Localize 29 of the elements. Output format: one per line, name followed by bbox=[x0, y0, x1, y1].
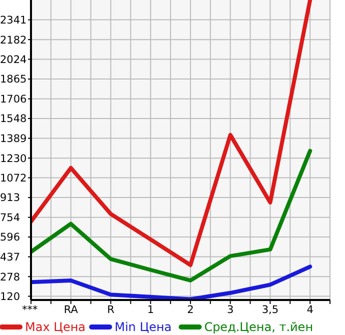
y-tick-label: 2024 bbox=[0, 54, 28, 66]
x-tick-label: R bbox=[107, 304, 114, 316]
line-series bbox=[31, 264, 312, 300]
x-tick-label: *** bbox=[22, 304, 38, 316]
y-tick-label: 2341 bbox=[0, 14, 27, 26]
x-tick-label: 2 bbox=[187, 304, 194, 316]
y-tick-label: 1706 bbox=[0, 94, 28, 106]
line-series bbox=[31, 148, 312, 282]
x-tick-label: 1 bbox=[147, 304, 154, 316]
x-tick-label: 3 bbox=[226, 304, 234, 316]
legend-label: Max Цена bbox=[25, 320, 86, 334]
y-tick-label: 120 bbox=[0, 290, 20, 303]
x-tick-label: 3,5 bbox=[262, 304, 279, 316]
y-tick-label: 1389 bbox=[0, 132, 27, 145]
y-tick-label: 596 bbox=[0, 232, 20, 244]
y-tick-label: 1072 bbox=[0, 172, 27, 184]
y-tick-label: 1548 bbox=[0, 113, 27, 126]
legend-label: Сред.Цена, т.йен bbox=[204, 320, 314, 334]
y-tick-label: 278 bbox=[0, 271, 20, 284]
legend-label: Min Цена bbox=[114, 320, 172, 334]
y-tick-label: 1865 bbox=[0, 74, 27, 86]
x-tick-label: RA bbox=[64, 304, 79, 316]
y-tick-label: 2182 bbox=[0, 34, 27, 46]
y-tick-label: 913 bbox=[0, 192, 20, 204]
line-series bbox=[31, 0, 312, 268]
y-tick-label: 437 bbox=[0, 251, 20, 264]
y-tick-label: 1230 bbox=[0, 152, 27, 165]
x-tick-label: 4 bbox=[306, 304, 314, 316]
y-tick-label: 754 bbox=[0, 212, 20, 224]
